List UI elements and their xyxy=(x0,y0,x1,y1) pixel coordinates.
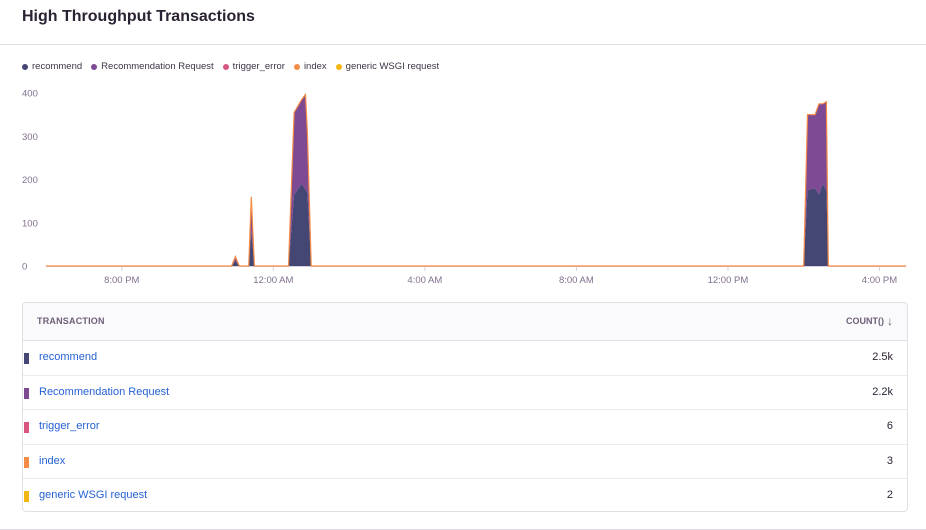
y-tick-label: 100 xyxy=(22,218,38,229)
y-tick-label: 0 xyxy=(22,262,27,273)
x-tick-label: 8:00 AM xyxy=(559,275,594,286)
column-header-transaction[interactable]: TRANSACTION xyxy=(37,316,105,326)
x-tick-label: 12:00 PM xyxy=(708,275,749,286)
chart-legend: recommend Recommendation Request trigger… xyxy=(22,61,439,72)
transaction-count: 2 xyxy=(886,489,893,502)
y-tick-label: 400 xyxy=(22,89,38,100)
column-header-count[interactable]: COUNT() ↓ xyxy=(846,314,893,328)
x-tick-label: 12:00 AM xyxy=(253,275,293,286)
x-tick-label: 4:00 AM xyxy=(407,275,442,286)
transaction-link[interactable]: trigger_error xyxy=(39,420,100,433)
legend-label: index xyxy=(303,61,327,72)
series-color-swatch xyxy=(24,422,29,434)
legend-dot-icon xyxy=(22,63,28,70)
widget-title: High Throughput Transactions xyxy=(22,8,255,25)
x-tick-label: 4:00 PM xyxy=(862,275,897,286)
column-header-count-label: COUNT() xyxy=(846,316,884,326)
transaction-count: 2.2k xyxy=(872,385,893,398)
transaction-count: 2.5k xyxy=(872,351,893,363)
series-area-recommendation-request xyxy=(46,94,906,267)
legend-label: Recommendation Request xyxy=(101,61,214,72)
transaction-link[interactable]: recommend xyxy=(39,351,98,363)
transaction-link[interactable]: index xyxy=(39,454,66,467)
widget-header: High Throughput Transactions xyxy=(0,0,926,45)
table-row: generic WSGI request 2 xyxy=(23,479,907,511)
series-area-recommend xyxy=(46,183,906,266)
legend-item-recommend[interactable]: recommend xyxy=(22,61,82,72)
series-color-swatch xyxy=(24,491,29,503)
legend-label: trigger_error xyxy=(232,61,285,72)
series-area-generic-wsgi-request xyxy=(46,94,906,267)
legend-item-generic-wsgi-request[interactable]: generic WSGI request xyxy=(335,61,440,72)
legend-label: recommend xyxy=(32,61,83,72)
area-chart[interactable]: 0 100 200 300 400 8:00 PM 12:00 AM 4:00 AM 8:00 … xyxy=(0,82,926,292)
legend-dot-icon xyxy=(222,63,229,70)
y-tick-label: 200 xyxy=(22,175,38,186)
series-color-swatch xyxy=(24,456,29,468)
table-header: TRANSACTION COUNT() ↓ xyxy=(23,303,907,341)
legend-dot-icon xyxy=(293,63,300,70)
series-color-swatch xyxy=(24,387,29,399)
legend-dot-icon xyxy=(335,63,342,70)
legend-dot-icon xyxy=(91,63,98,70)
legend-item-trigger-error[interactable]: trigger_error xyxy=(222,61,285,72)
transaction-link[interactable]: generic WSGI request xyxy=(39,489,148,502)
transaction-link[interactable]: Recommendation Request xyxy=(39,385,170,398)
x-tick-label: 8:00 PM xyxy=(104,275,139,286)
transactions-table: TRANSACTION COUNT() ↓ recommend 2.5k Rec… xyxy=(22,302,908,512)
transaction-count: 6 xyxy=(886,420,893,433)
series-area-index xyxy=(46,94,906,267)
transaction-count: 3 xyxy=(886,454,893,467)
y-tick-label: 300 xyxy=(22,132,38,143)
legend-item-recommendation-request[interactable]: Recommendation Request xyxy=(91,61,214,72)
table-row: trigger_error 6 xyxy=(23,410,907,445)
table-row: Recommendation Request 2.2k xyxy=(23,376,907,411)
table-row: index 3 xyxy=(23,445,907,480)
series-area-trigger-error xyxy=(46,94,906,267)
series-color-swatch xyxy=(24,353,29,364)
legend-label: generic WSGI request xyxy=(345,61,440,72)
legend-item-index[interactable]: index xyxy=(293,61,327,72)
stack-top-outline xyxy=(46,92,906,267)
sort-desc-icon: ↓ xyxy=(887,314,893,328)
table-row: recommend 2.5k xyxy=(23,341,907,376)
